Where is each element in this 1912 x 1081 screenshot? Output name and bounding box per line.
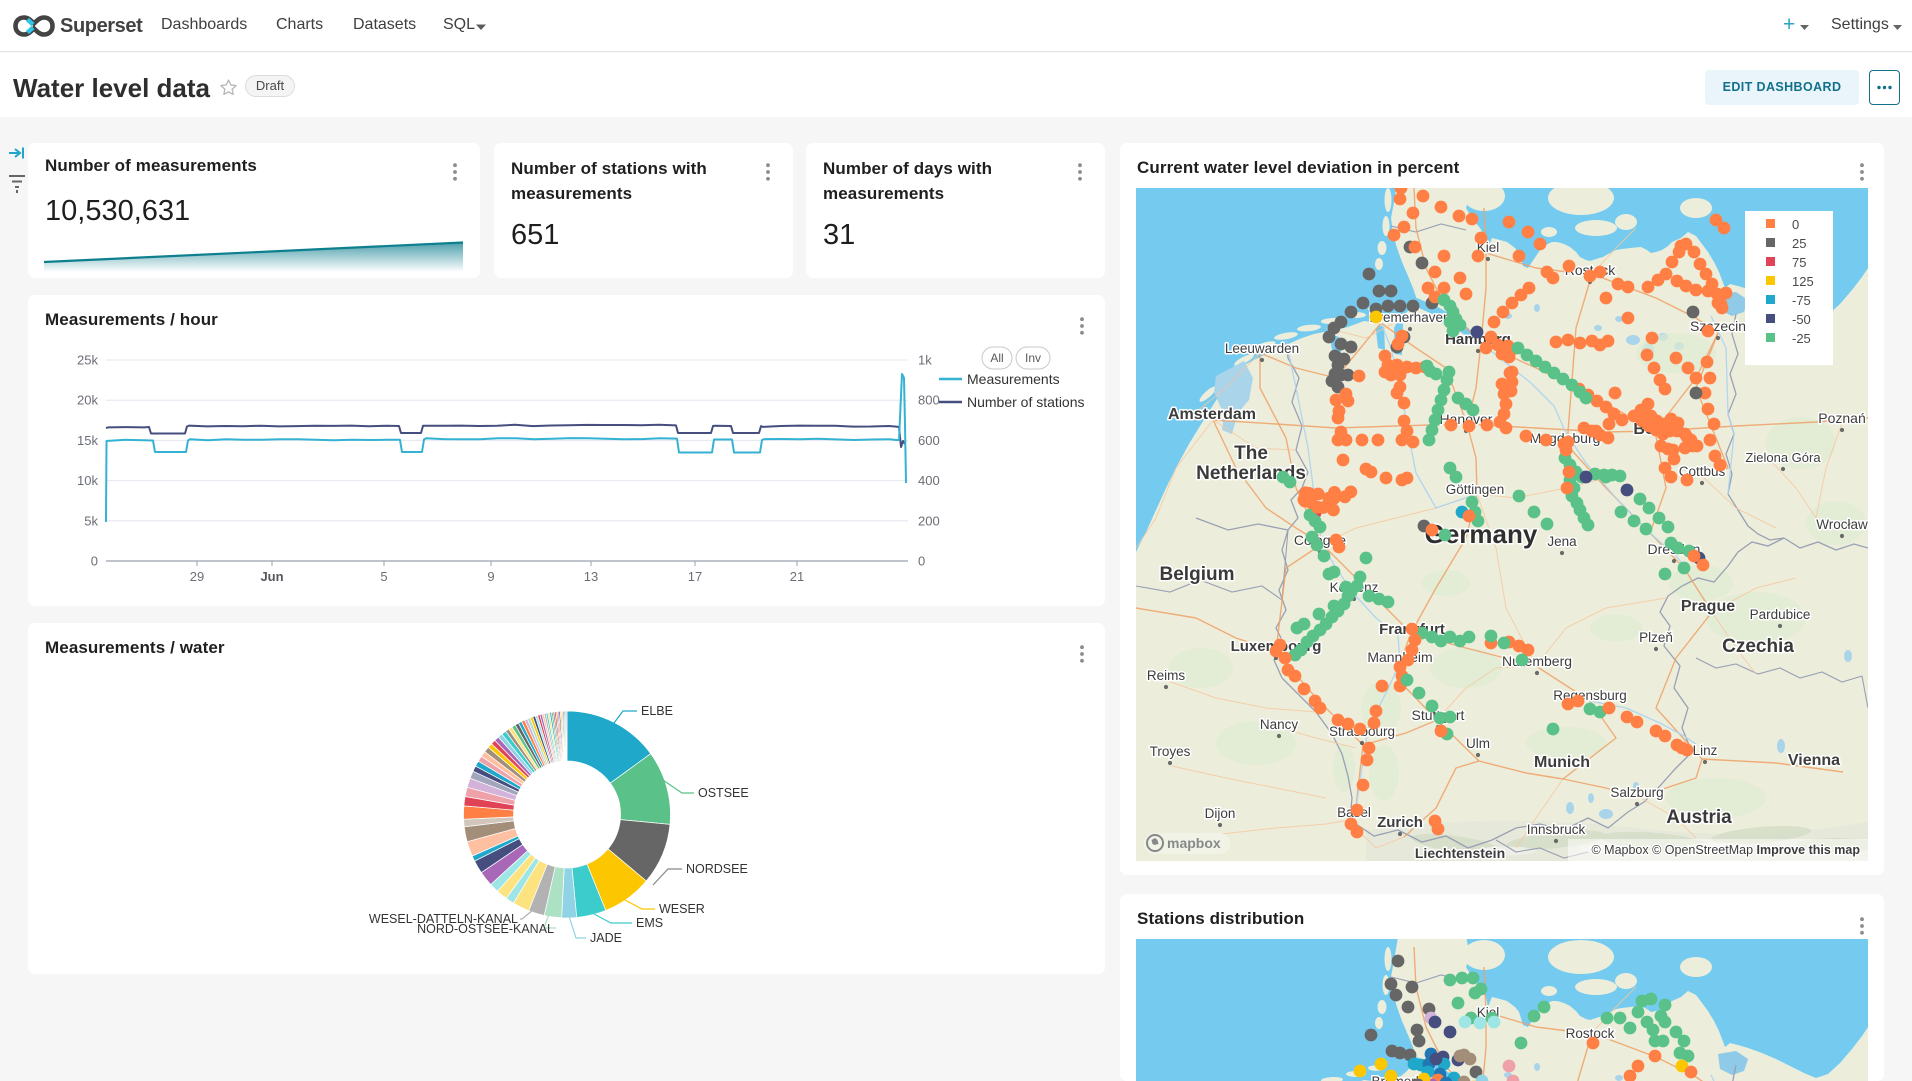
svg-text:Vienna: Vienna: [1788, 752, 1840, 769]
svg-text:Ulm: Ulm: [1466, 736, 1490, 751]
svg-text:Linz: Linz: [1693, 743, 1718, 758]
svg-text:Poznań: Poznań: [1818, 410, 1865, 426]
svg-text:WESER: WESER: [659, 902, 705, 916]
svg-text:-50: -50: [1792, 312, 1811, 327]
svg-text:The: The: [1234, 443, 1268, 464]
svg-text:EMS: EMS: [636, 916, 663, 930]
svg-text:Jun: Jun: [260, 569, 283, 584]
svg-text:Wrocław: Wrocław: [1816, 517, 1868, 532]
svg-text:400: 400: [918, 473, 940, 488]
svg-text:Netherlands: Netherlands: [1196, 463, 1306, 484]
svg-text:Salzburg: Salzburg: [1610, 785, 1663, 800]
svg-text:29: 29: [190, 569, 204, 584]
svg-text:Zielona Góra: Zielona Góra: [1745, 450, 1821, 465]
svg-text:Pardubice: Pardubice: [1750, 607, 1811, 622]
svg-text:Dijon: Dijon: [1205, 806, 1236, 821]
svg-text:mapbox: mapbox: [1167, 835, 1221, 851]
svg-text:21: 21: [790, 569, 804, 584]
svg-text:9: 9: [487, 569, 494, 584]
svg-text:13: 13: [584, 569, 598, 584]
svg-text:75: 75: [1792, 255, 1806, 270]
svg-text:20k: 20k: [77, 393, 98, 408]
svg-text:-75: -75: [1792, 293, 1811, 308]
svg-text:0: 0: [1792, 217, 1799, 232]
svg-text:Nancy: Nancy: [1260, 717, 1299, 732]
svg-text:© Mapbox © OpenStreetMap Impro: © Mapbox © OpenStreetMap Improve this ma…: [1591, 843, 1860, 857]
svg-text:Liechtenstein: Liechtenstein: [1415, 845, 1505, 861]
svg-text:Szczecin: Szczecin: [1690, 318, 1746, 334]
svg-text:0: 0: [91, 554, 98, 569]
svg-text:All: All: [990, 351, 1003, 365]
svg-text:Number of stations: Number of stations: [967, 394, 1085, 410]
svg-text:Munich: Munich: [1534, 754, 1590, 771]
svg-text:-25: -25: [1792, 331, 1811, 346]
svg-text:Bremerhaven: Bremerhaven: [1369, 310, 1450, 325]
svg-text:0: 0: [918, 554, 925, 569]
svg-text:Rostock: Rostock: [1566, 1026, 1615, 1041]
svg-text:WESEL-DATTELN-KANAL: WESEL-DATTELN-KANAL: [369, 912, 518, 926]
svg-text:Inv: Inv: [1025, 351, 1041, 365]
svg-text:17: 17: [688, 569, 702, 584]
svg-text:Nuremberg: Nuremberg: [1502, 653, 1572, 669]
svg-text:NORD-OSTSEE-KANAL: NORD-OSTSEE-KANAL: [417, 922, 554, 936]
svg-text:5: 5: [380, 569, 387, 584]
svg-text:1k: 1k: [918, 353, 932, 368]
svg-text:Amsterdam: Amsterdam: [1168, 406, 1256, 423]
svg-text:200: 200: [918, 513, 940, 528]
svg-text:600: 600: [918, 433, 940, 448]
svg-text:Leeuwarden: Leeuwarden: [1225, 341, 1299, 356]
svg-text:ELBE: ELBE: [641, 704, 673, 718]
svg-text:800: 800: [918, 393, 940, 408]
svg-text:Jena: Jena: [1547, 534, 1577, 549]
svg-text:JADE: JADE: [590, 931, 622, 945]
svg-text:Göttingen: Göttingen: [1446, 482, 1505, 497]
svg-text:Measurements: Measurements: [967, 371, 1060, 387]
svg-text:25k: 25k: [77, 353, 98, 368]
svg-text:Zurich: Zurich: [1377, 814, 1423, 831]
svg-text:Bremerhaven: Bremerhaven: [1371, 1074, 1452, 1081]
svg-text:OSTSEE: OSTSEE: [698, 786, 749, 800]
svg-text:NORDSEE: NORDSEE: [686, 862, 748, 876]
svg-text:Plzeň: Plzeň: [1639, 630, 1673, 645]
svg-text:Austria: Austria: [1666, 807, 1732, 828]
svg-text:Reims: Reims: [1147, 668, 1186, 683]
svg-text:Innsbruck: Innsbruck: [1527, 822, 1586, 837]
svg-text:Belgium: Belgium: [1160, 564, 1235, 585]
svg-text:Czechia: Czechia: [1722, 636, 1794, 657]
svg-text:Troyes: Troyes: [1150, 744, 1191, 759]
svg-text:10k: 10k: [77, 473, 98, 488]
svg-text:Prague: Prague: [1681, 598, 1735, 615]
svg-text:25: 25: [1792, 236, 1806, 251]
svg-text:15k: 15k: [77, 433, 98, 448]
svg-text:125: 125: [1792, 274, 1814, 289]
svg-text:5k: 5k: [84, 513, 98, 528]
